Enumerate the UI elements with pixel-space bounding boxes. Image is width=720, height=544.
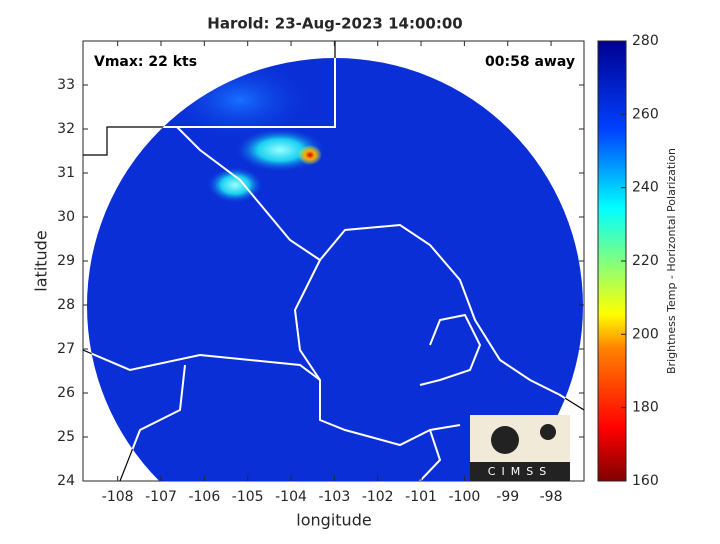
colorbar-tick-label: 240 [632, 180, 659, 196]
y-tick-label: 31 [57, 165, 75, 181]
x-tick-label: -105 [232, 489, 264, 505]
colorbar-tick-label: 280 [632, 33, 659, 49]
colorbar-tick-label: 160 [632, 473, 659, 489]
y-tick-label: 27 [57, 341, 75, 357]
x-tick-label: -108 [102, 489, 134, 505]
annotation: 00:58 away [485, 54, 575, 70]
y-tick-label: 28 [57, 297, 75, 313]
y-tick-label: 26 [57, 385, 75, 401]
x-tick-label: -99 [496, 489, 519, 505]
y-tick-label: 30 [57, 209, 75, 225]
y-tick-label: 25 [57, 429, 75, 445]
map [83, 41, 584, 481]
annotation: Vmax: 22 kts [94, 54, 197, 70]
x-tick-label: -100 [448, 489, 480, 505]
x-tick-label: -101 [405, 489, 437, 505]
colorbar-tick-label: 220 [632, 253, 659, 269]
y-tick-label: 29 [57, 253, 75, 269]
y-tick-label: 33 [57, 77, 75, 93]
colorbar-tick-label: 200 [632, 326, 659, 342]
colorbar-label: Brightness Temp - Horizontal Polarizatio… [665, 148, 678, 374]
y-tick-label: 32 [57, 121, 75, 137]
x-tick-label: -106 [188, 489, 220, 505]
y-axis-label: latitude [32, 230, 51, 291]
swath [87, 58, 583, 481]
x-tick-label: -104 [275, 489, 307, 505]
x-tick-label: -107 [145, 489, 177, 505]
x-axis-label: longitude [296, 511, 371, 530]
colorbar-tick-label: 180 [632, 400, 659, 416]
chart-title: Harold: 23-Aug-2023 14:00:00 [207, 15, 462, 33]
logo-text: CIMSS [488, 465, 552, 478]
y-tick-label: 24 [57, 473, 75, 489]
x-tick-label: -98 [540, 489, 563, 505]
x-tick-label: -103 [318, 489, 350, 505]
x-tick-label: -102 [362, 489, 394, 505]
logo: CIMSS [470, 415, 570, 481]
colorbar-tick-label: 260 [632, 106, 659, 122]
